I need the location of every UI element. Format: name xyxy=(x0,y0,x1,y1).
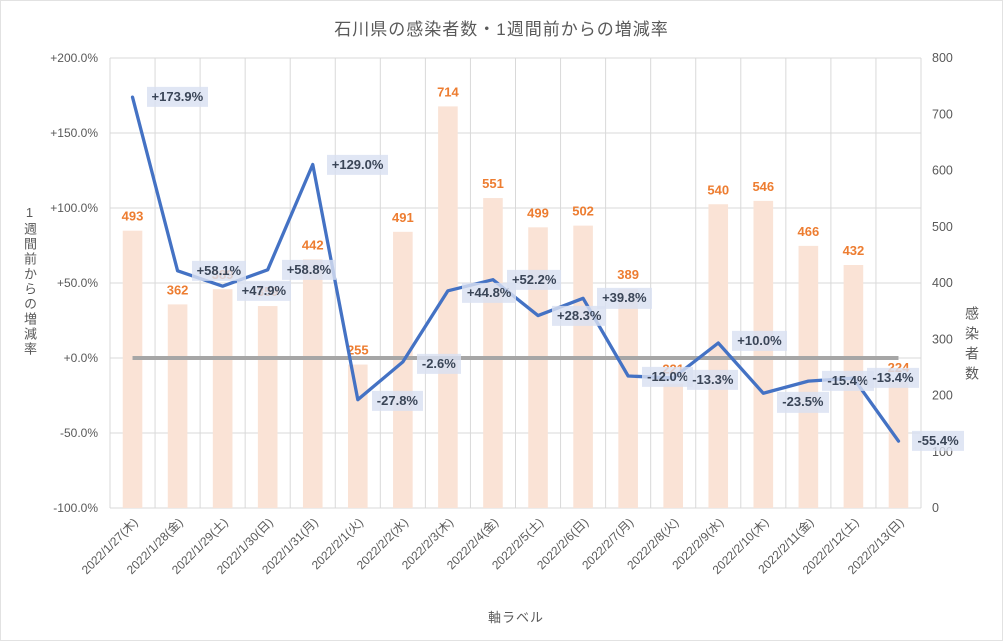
percent-point-label: +129.0% xyxy=(326,154,389,175)
percent-point-label: +10.0% xyxy=(732,330,787,352)
bar xyxy=(663,383,683,508)
bar xyxy=(438,106,458,508)
right-axis-title: 感染者数 xyxy=(964,306,980,386)
bar-value-label: 389 xyxy=(617,267,639,282)
y-tick-left: +100.0% xyxy=(50,201,98,215)
bar-value-label: 502 xyxy=(572,204,594,219)
percent-point-label: -15.4% xyxy=(822,370,874,392)
y-tick-left: +50.0% xyxy=(57,276,98,290)
bar-value-label: 362 xyxy=(167,282,189,297)
bar xyxy=(753,200,774,508)
bar-value-label: 551 xyxy=(482,176,504,191)
bar-value-label: 540 xyxy=(707,182,729,197)
left-axis-title: 1週間前からの増減率 xyxy=(22,205,37,357)
bar-value-label: 493 xyxy=(122,209,144,224)
bar xyxy=(212,289,233,508)
percent-point-label: -2.6% xyxy=(416,353,461,375)
y-tick-left: +150.0% xyxy=(50,126,98,140)
percent-point-label: -12.0% xyxy=(642,366,694,388)
percent-point-label: -13.3% xyxy=(687,369,739,391)
bar xyxy=(618,289,638,508)
y-tick-right: 200 xyxy=(932,389,953,403)
bar xyxy=(483,198,503,508)
bar-value-label: 714 xyxy=(437,84,459,99)
bar-value-label: 546 xyxy=(752,179,774,194)
bar-value-label: 466 xyxy=(798,224,820,239)
chart-title: 石川県の感染者数・1週間前からの増減率 xyxy=(334,20,669,39)
percent-point-label: +28.3% xyxy=(552,305,607,326)
y-tick-right: 600 xyxy=(932,164,953,178)
y-tick-right: 700 xyxy=(932,107,953,121)
y-tick-right: 0 xyxy=(932,501,939,515)
percent-point-label: -27.8% xyxy=(371,390,423,411)
bar-value-label: 432 xyxy=(843,243,865,258)
bar-value-label: 491 xyxy=(392,210,414,225)
percent-point-label: +44.8% xyxy=(461,282,517,303)
percent-point-label: +47.9% xyxy=(236,281,292,302)
percent-point-label: +39.8% xyxy=(597,288,652,309)
y-tick-left: -100.0% xyxy=(53,501,98,515)
y-tick-right: 500 xyxy=(932,220,953,234)
bar-value-label: 255 xyxy=(347,343,369,358)
bar xyxy=(122,230,143,508)
percent-point-label: +52.2% xyxy=(506,269,562,290)
percent-point-label: +58.8% xyxy=(281,259,337,280)
y-tick-left: +0.0% xyxy=(64,351,99,365)
bar xyxy=(257,306,278,508)
percent-point-label: -13.4% xyxy=(867,367,919,389)
bar xyxy=(573,225,593,508)
percent-point-label: +58.1% xyxy=(191,260,247,281)
bar xyxy=(348,364,368,508)
bar xyxy=(888,382,909,508)
bar-value-label: 499 xyxy=(527,205,549,220)
y-tick-right: 300 xyxy=(932,332,953,346)
y-tick-left: +200.0% xyxy=(50,51,98,65)
bar xyxy=(167,304,188,508)
bar xyxy=(528,227,548,508)
y-tick-right: 800 xyxy=(932,51,953,65)
bar xyxy=(302,259,323,508)
y-tick-left: -50.0% xyxy=(60,426,98,440)
bar xyxy=(798,245,819,508)
percent-point-label: -23.5% xyxy=(777,392,829,413)
bar-value-label: 442 xyxy=(302,237,324,252)
x-axis-title: 軸ラベル xyxy=(487,610,544,625)
percent-point-label: -55.4% xyxy=(912,430,964,452)
bar xyxy=(393,231,413,508)
y-tick-right: 400 xyxy=(932,276,953,290)
percent-point-label: +173.9% xyxy=(146,87,209,108)
